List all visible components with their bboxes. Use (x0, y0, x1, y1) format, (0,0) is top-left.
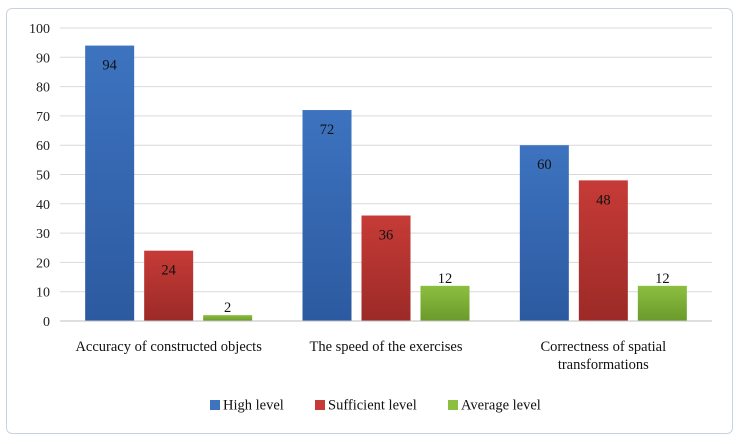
y-tick-label: 90 (36, 51, 50, 66)
legend-swatch (210, 400, 220, 410)
y-tick-label: 30 (36, 227, 50, 242)
y-tick-label: 100 (29, 22, 50, 37)
y-tick-label: 50 (36, 169, 50, 184)
x-tick-label: transformations (558, 357, 649, 373)
legend-swatch (448, 400, 458, 410)
bar (85, 45, 135, 321)
y-tick-label: 0 (43, 315, 50, 330)
y-tick-label: 60 (36, 139, 50, 154)
data-label: 12 (438, 271, 453, 287)
bar (578, 180, 628, 321)
bar (637, 285, 687, 321)
y-tick-label: 10 (36, 286, 50, 301)
bar (519, 145, 569, 321)
data-label: 60 (537, 157, 552, 173)
y-tick-label: 20 (36, 256, 50, 271)
data-label: 24 (161, 263, 176, 279)
data-label: 94 (102, 58, 117, 74)
x-tick-label: The speed of the exercises (310, 339, 463, 355)
data-label: 48 (596, 192, 611, 208)
legend-label: High level (223, 398, 284, 414)
bar (144, 250, 194, 321)
y-tick-label: 40 (36, 198, 50, 213)
data-label: 72 (320, 122, 335, 138)
bar (203, 315, 253, 321)
y-axis: 0 10 20 30 40 50 60 70 80 90 100 (29, 22, 50, 330)
data-label: 36 (379, 228, 394, 244)
legend-label: Average level (461, 398, 541, 414)
legend: High level Sufficient level Average level (210, 398, 541, 414)
y-tick-label: 80 (36, 81, 50, 96)
bars: 94 24 2 72 36 12 60 48 12 (85, 45, 687, 321)
legend-label: Sufficient level (328, 398, 417, 414)
data-label: 2 (224, 300, 231, 316)
y-tick-label: 70 (36, 110, 50, 125)
bar (420, 285, 470, 321)
bar (302, 110, 352, 321)
x-tick-label: Accuracy of constructed objects (75, 339, 262, 355)
bar (361, 215, 411, 321)
x-axis: Accuracy of constructed objects The speed… (60, 320, 712, 373)
x-tick-label: Correctness of spatial (541, 339, 667, 355)
data-label: 12 (655, 271, 670, 287)
legend-swatch (315, 400, 325, 410)
